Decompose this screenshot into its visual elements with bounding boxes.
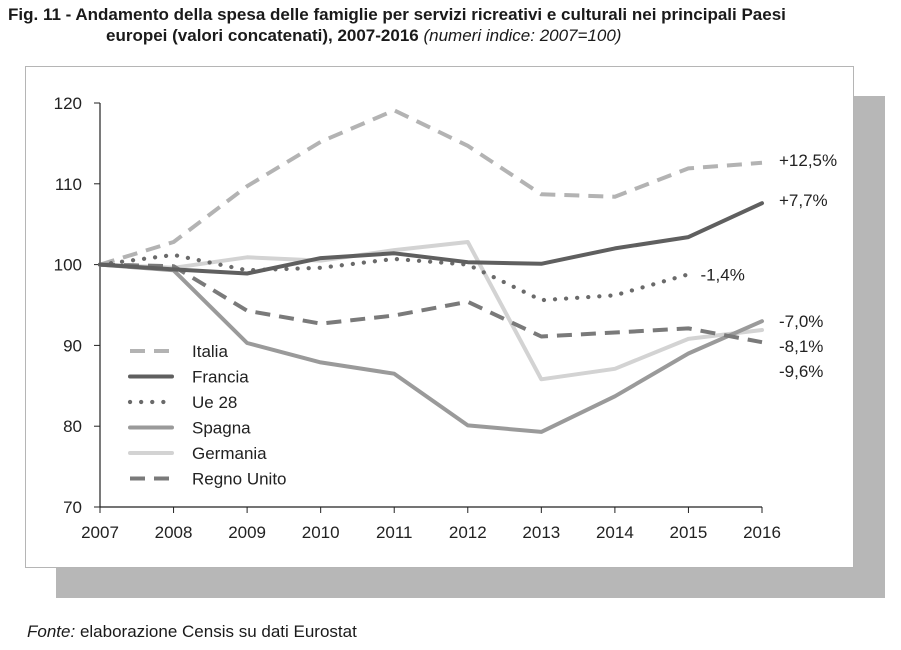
y-tick-label: 110 [55, 175, 82, 194]
title-line-1: Fig. 11 - Andamento della spesa delle fa… [8, 5, 786, 24]
legend-label-italia: Italia [192, 342, 228, 361]
end-label-italia: +12,5% [779, 151, 837, 170]
title-note: (numeri indice: 2007=100) [423, 26, 622, 45]
y-tick-label: 120 [54, 94, 82, 113]
x-tick-label: 2015 [670, 523, 708, 542]
x-tick-label: 2010 [302, 523, 340, 542]
legend-label-spagna: Spagna [192, 419, 251, 438]
title-line-2: europei (valori concatenati), 2007-2016 [106, 26, 419, 45]
series-line-spagna [98, 262, 764, 434]
x-tick-label: 2014 [596, 523, 634, 542]
end-label-spagna: -7,0% [779, 312, 823, 331]
series-line-ue-28 [97, 252, 691, 303]
x-tick-label: 2012 [449, 523, 487, 542]
source-note: Fonte: elaborazione Censis su dati Euros… [27, 622, 357, 642]
y-tick-label: 80 [63, 417, 82, 436]
chart-panel: 70 80 90 100 110 120 2007 2008 2009 2010 2011 2012 2… [25, 66, 854, 568]
x-tick-label: 2009 [228, 523, 266, 542]
figure-title: Fig. 11 - Andamento della spesa delle fa… [8, 4, 898, 46]
y-tick-label: 100 [54, 256, 82, 275]
x-tick-label: 2013 [522, 523, 560, 542]
x-tick-label: 2008 [155, 523, 193, 542]
legend-label-francia: Francia [192, 368, 249, 387]
series-line-francia [98, 201, 764, 276]
x-tick-label: 2011 [376, 523, 413, 542]
series-line-italia [99, 108, 763, 267]
legend-label-germania: Germania [192, 444, 267, 463]
x-tick-label: 2016 [743, 523, 781, 542]
end-label-germania: -8,1% [779, 337, 823, 356]
legend-label-regno-unito: Regno Unito [192, 470, 287, 489]
x-tick-label: 2007 [81, 523, 119, 542]
y-tick-label: 70 [63, 498, 82, 517]
end-label-ue-28: -1,4% [700, 265, 744, 284]
end-label-regno-unito: -9,6% [779, 362, 823, 381]
source-label: Fonte: [27, 622, 76, 641]
source-text: elaborazione Censis su dati Eurostat [79, 622, 357, 641]
y-tick-label: 90 [63, 336, 82, 355]
line-chart: 70 80 90 100 110 120 2007 2008 2009 2010 2011 2012 2… [54, 94, 838, 542]
end-label-francia: +7,7% [779, 191, 828, 210]
legend-label-ue-28: Ue 28 [192, 393, 237, 412]
series-line-regno-unito [99, 262, 763, 345]
